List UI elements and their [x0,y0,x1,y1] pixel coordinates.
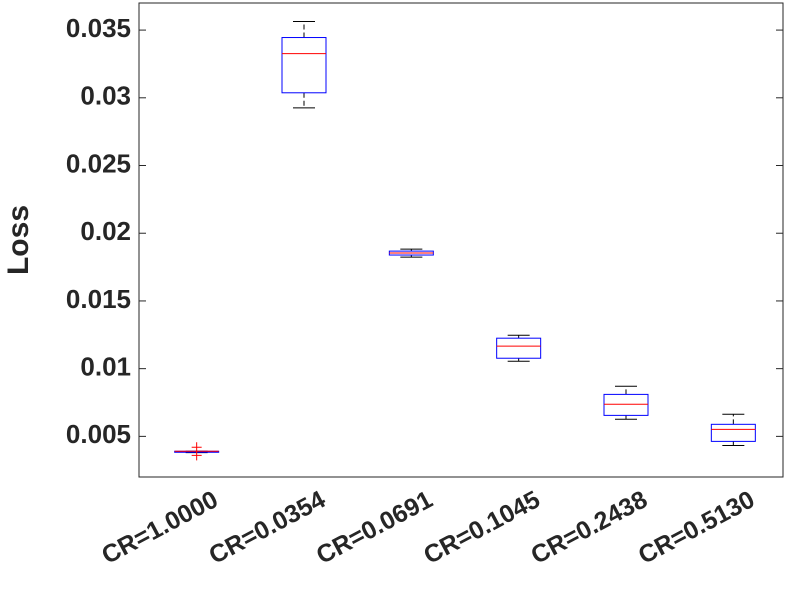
y-tick-label: 0.035 [66,13,131,43]
y-axis-label: Loss [2,205,35,275]
y-tick-label: 0.025 [66,148,131,178]
x-tick-label: CR=0.1045 [419,485,545,569]
x-tick-label: CR=0.5130 [634,485,759,569]
box [710,423,756,442]
box [603,393,649,416]
x-tick-label: CR=0.0691 [312,485,438,569]
y-tick-label: 0.03 [80,81,131,111]
box [496,337,542,359]
x-tick-label: CR=0.2438 [526,485,652,569]
y-tick-label: 0.015 [66,284,131,314]
x-tick-label: CR=1.0000 [97,485,222,569]
y-tick-label: 0.02 [80,216,131,246]
box [281,37,327,94]
plot-area [138,2,784,478]
x-tick-label: CR=0.0354 [204,485,330,569]
y-tick-label: 0.01 [80,352,131,382]
y-tick-label: 0.005 [66,419,131,449]
outlier [191,450,202,461]
